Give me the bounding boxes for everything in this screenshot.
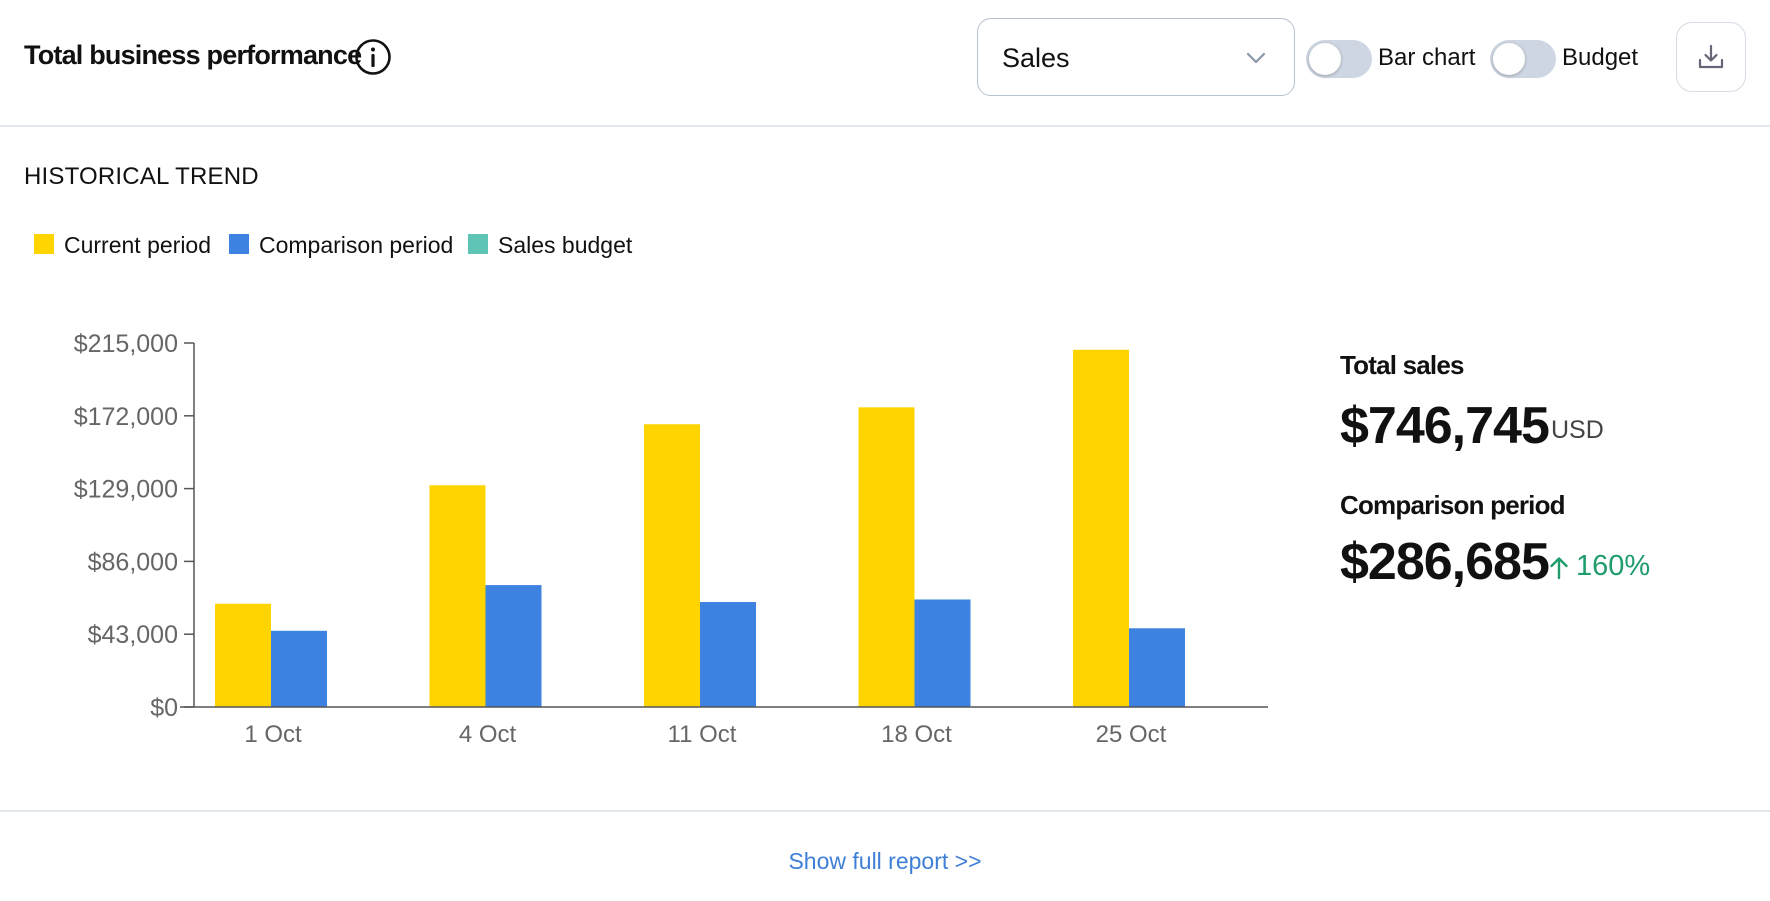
page-title: Total business performance	[24, 40, 362, 70]
info-icon[interactable]	[354, 38, 392, 76]
bar-chart-toggle[interactable]	[1306, 40, 1372, 78]
total-sales-value: $746,745	[1340, 397, 1550, 455]
x-tick-label: 25 Oct	[1096, 721, 1167, 748]
legend-swatch-budget	[468, 234, 488, 254]
change-percent: 160%	[1576, 550, 1651, 582]
legend-swatch-current	[34, 234, 54, 254]
bar-current-1[interactable]	[429, 485, 486, 707]
toggle-knob	[1493, 43, 1525, 75]
download-icon	[1698, 44, 1724, 69]
y-tick-label: $43,000	[88, 621, 178, 649]
bar-current-4[interactable]	[1073, 349, 1129, 707]
footer: Show full report >>	[0, 810, 1770, 901]
show-full-report-link[interactable]: Show full report >>	[788, 848, 982, 874]
bar-current-3[interactable]	[858, 407, 915, 707]
bar-comparison-0[interactable]	[271, 630, 327, 707]
header: Total business performance Sales Bar cha…	[0, 0, 1770, 127]
x-tick-label: 11 Oct	[668, 721, 737, 748]
x-tick-label: 4 Oct	[459, 721, 517, 748]
y-tick-label: $215,000	[74, 330, 178, 358]
legend-label: Current period	[64, 232, 212, 258]
chevron-down-icon	[1246, 52, 1266, 64]
download-button[interactable]	[1676, 22, 1746, 92]
comparison-period-value: $286,685	[1340, 533, 1550, 591]
y-tick-label: $172,000	[74, 403, 178, 431]
x-tick-label: 18 Oct	[881, 721, 952, 748]
bar-current-2[interactable]	[644, 424, 700, 707]
bar-current-0[interactable]	[215, 603, 271, 707]
bar-chart: $0 $43,000 $86,000 $129,000 $172,000 $215,000…	[74, 330, 1268, 748]
arrow-up-icon	[1550, 557, 1568, 580]
comparison-period-label: Comparison period	[1340, 490, 1566, 520]
toggle-knob	[1309, 43, 1341, 75]
legend-label: Sales budget	[498, 232, 633, 258]
metric-select[interactable]: Sales	[977, 18, 1295, 96]
section-title: HISTORICAL TREND	[24, 163, 259, 190]
bar-comparison-1[interactable]	[485, 585, 542, 707]
budget-toggle[interactable]	[1490, 40, 1556, 78]
bar-comparison-3[interactable]	[914, 599, 971, 707]
y-tick-label: $129,000	[74, 476, 178, 504]
x-tick-label: 1 Oct	[244, 721, 302, 748]
y-tick-label: $86,000	[88, 548, 178, 576]
legend-swatch-comparison	[229, 234, 249, 254]
budget-toggle-label: Budget	[1562, 44, 1639, 71]
bar-chart-toggle-label: Bar chart	[1378, 44, 1476, 71]
bar-comparison-4[interactable]	[1129, 628, 1185, 707]
currency-unit: USD	[1551, 416, 1604, 444]
bar-comparison-2[interactable]	[700, 602, 756, 707]
metric-select-value: Sales	[1002, 43, 1070, 73]
total-sales-label: Total sales	[1340, 350, 1464, 380]
legend-label: Comparison period	[259, 232, 454, 258]
y-tick-label: $0	[150, 694, 178, 722]
